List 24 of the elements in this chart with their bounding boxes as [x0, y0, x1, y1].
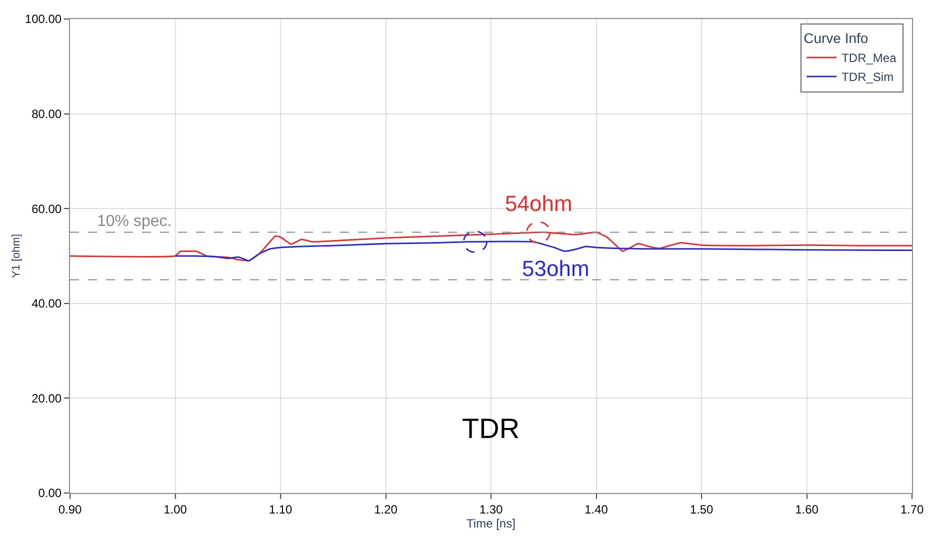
- legend-label: TDR_Sim: [842, 70, 894, 84]
- x-tick-label: 1.20: [374, 502, 398, 516]
- x-tick-label: 1.70: [900, 502, 924, 516]
- y-tick-label: 0.00: [38, 486, 62, 500]
- y-tick-label: 60.00: [32, 202, 62, 216]
- annotation: 54ohm: [505, 191, 572, 216]
- x-tick-label: 1.10: [268, 502, 292, 516]
- ref-line-label: 10% spec.: [97, 213, 172, 230]
- y-axis-title: Y1 [ohm]: [10, 234, 23, 278]
- x-tick-label: 1.00: [164, 502, 188, 516]
- y-tick-label: 20.00: [32, 391, 62, 406]
- x-tick-label: 1.40: [584, 502, 608, 516]
- x-tick-label: 1.50: [690, 502, 714, 516]
- y-tick-label: 40.00: [32, 296, 62, 311]
- x-tick-label: 0.90: [58, 502, 82, 516]
- y-tick-label: 100.00: [24, 12, 62, 26]
- x-tick-label: 1.60: [795, 502, 819, 516]
- annotation: TDR: [462, 413, 520, 444]
- x-axis-title: Time [ns]: [466, 516, 516, 530]
- legend-label: TDR_Mea: [842, 51, 897, 66]
- legend-title: Curve Info: [804, 30, 868, 46]
- annotation: 53ohm: [522, 256, 590, 281]
- x-tick-label: 1.30: [479, 502, 503, 516]
- y-tick-label: 80.00: [32, 107, 62, 121]
